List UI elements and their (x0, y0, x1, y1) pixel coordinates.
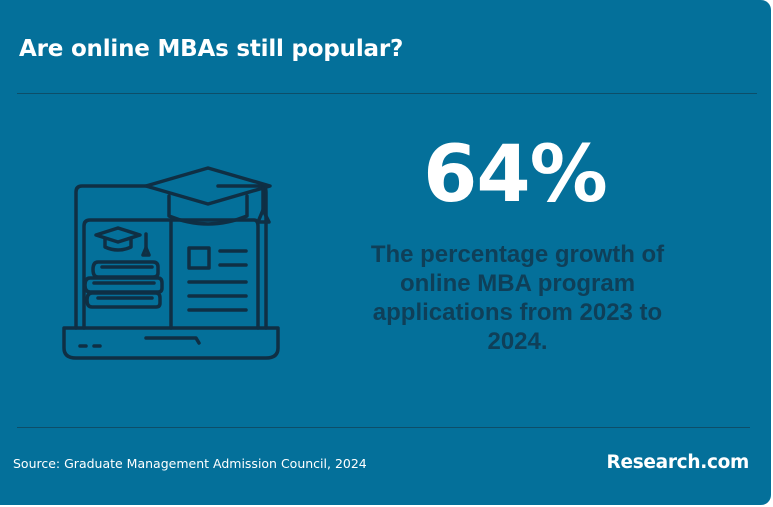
page-title: Are online MBAs still popular? (19, 36, 404, 62)
header-divider (17, 93, 757, 94)
laptop-graduation-cap-books-icon (62, 166, 280, 360)
footer-divider (17, 427, 750, 428)
brand-logo: Research.com (606, 452, 750, 473)
stat-value: 64% (423, 130, 608, 220)
source-citation: Source: Graduate Management Admission Co… (13, 456, 367, 471)
stat-description: The percentage growth of online MBA prog… (370, 241, 665, 355)
